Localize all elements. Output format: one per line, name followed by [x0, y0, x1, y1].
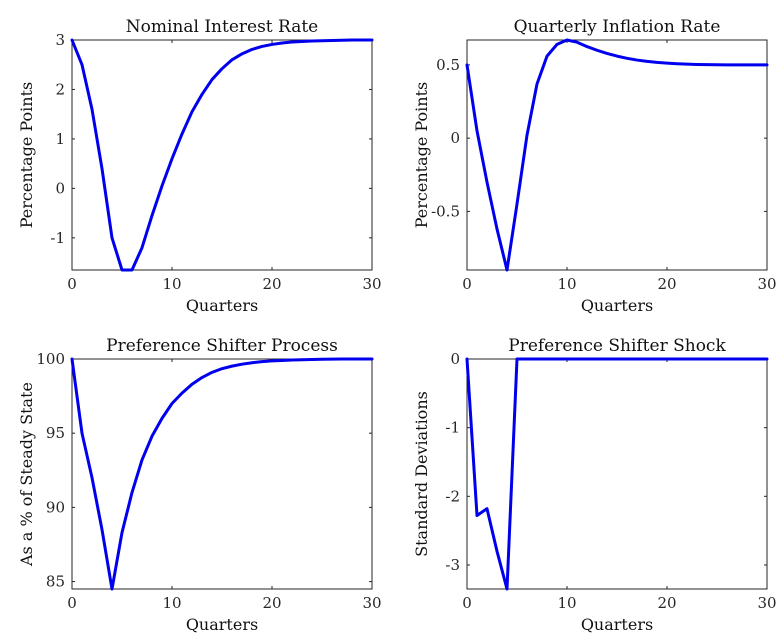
x-tick-label: 10	[557, 275, 576, 293]
y-tick-label: 1	[55, 130, 65, 148]
y-tick-label: 0	[55, 179, 65, 197]
x-tick-label: 10	[162, 275, 181, 293]
x-tick-label: 20	[657, 594, 676, 612]
x-tick-label: 30	[362, 275, 381, 293]
x-tick-label: 30	[757, 594, 776, 612]
y-tick-label: -1	[50, 229, 65, 247]
y-tick-label: -0.5	[431, 202, 460, 220]
y-axis-label: Percentage Points	[17, 82, 36, 228]
axes-box	[466, 39, 768, 271]
y-tick-label: 0.5	[436, 56, 460, 74]
x-axis-label: Quarters	[186, 296, 258, 315]
chart-panel-2: 0 10 20 30 -0.5 0 0.5 Quarterly Inflation Rate Q…	[412, 17, 777, 315]
x-tick-label: 0	[67, 594, 77, 612]
y-tick-label: 95	[46, 424, 65, 442]
y-tick-label: 0	[450, 350, 460, 368]
x-tick-label: 20	[262, 594, 281, 612]
y-tick-label: -2	[445, 487, 460, 505]
x-tick-label: 10	[557, 594, 576, 612]
x-tick-label: 0	[67, 275, 77, 293]
y-axis-label: Standard Deviations	[412, 391, 431, 557]
x-tick-label: 0	[462, 275, 472, 293]
axes-box	[71, 39, 373, 271]
y-tick-label: 2	[55, 80, 65, 98]
chart-panel-4: 0 10 20 30 -3 -2 -1 0 Preference Shifter Shock Qu…	[412, 336, 777, 634]
x-tick-label: 30	[757, 275, 776, 293]
series-line-1	[70, 357, 374, 591]
x-tick-label: 10	[162, 594, 181, 612]
chart-title: Quarterly Inflation Rate	[514, 17, 721, 37]
chart-title: Preference Shifter Process	[106, 336, 338, 356]
x-tick-label: 0	[462, 594, 472, 612]
x-tick-label: 30	[362, 594, 381, 612]
x-tick-label: 20	[262, 275, 281, 293]
axes-box	[71, 358, 373, 590]
x-axis-label: Quarters	[581, 296, 653, 315]
x-axis-label: Quarters	[186, 615, 258, 634]
series-line-1	[70, 38, 374, 272]
chart-panel-3: 0 10 20 30 85 90 95 100 Preference Shifter Proce…	[17, 336, 382, 634]
x-tick-label: 20	[657, 275, 676, 293]
y-tick-label: 0	[450, 129, 460, 147]
y-tick-label: -1	[445, 419, 460, 437]
y-tick-label: 3	[55, 31, 65, 49]
series-line-1	[465, 357, 769, 591]
y-tick-label: 90	[46, 498, 65, 516]
y-tick-label: -3	[445, 556, 460, 574]
y-axis-label: As a % of Steady State	[17, 382, 36, 567]
chart-title: Nominal Interest Rate	[126, 17, 319, 37]
chart-title: Preference Shifter Shock	[508, 336, 726, 356]
y-axis-label: Percentage Points	[412, 82, 431, 228]
series-line-1	[465, 38, 769, 272]
chart-panel-1: 0 10 20 30 -1 0 1 2 3 Nominal Interest Rate Quarte…	[17, 17, 382, 315]
y-tick-label: 85	[46, 573, 65, 591]
y-tick-label: 100	[36, 350, 65, 368]
x-axis-label: Quarters	[581, 615, 653, 634]
